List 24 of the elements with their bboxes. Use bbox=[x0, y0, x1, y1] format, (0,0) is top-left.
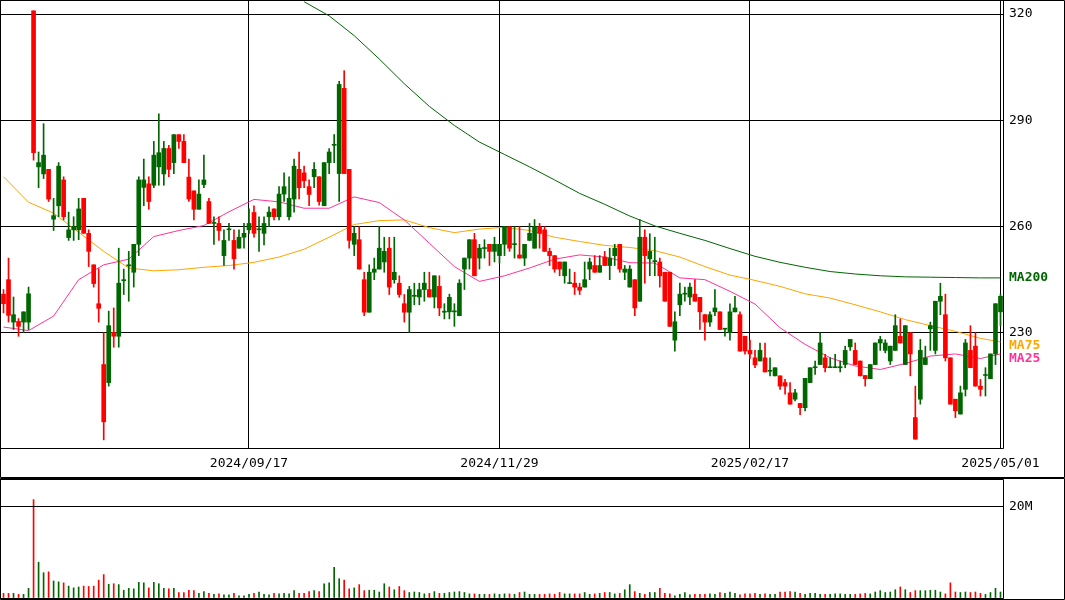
series-label: MA75 bbox=[1009, 337, 1041, 353]
y-tick-label: 260 bbox=[1009, 217, 1033, 233]
candlestick bbox=[96, 268, 102, 323]
candlestick bbox=[767, 357, 773, 377]
ref-line-label: 20M bbox=[1009, 497, 1033, 513]
candlestick bbox=[827, 357, 833, 369]
candlestick bbox=[652, 236, 658, 277]
x-tick-label: 2024/09/17 bbox=[209, 455, 289, 471]
x-tick-label: 2025/02/17 bbox=[710, 455, 790, 471]
y-tick-label: 320 bbox=[1009, 5, 1033, 21]
y-tick-label: 230 bbox=[1009, 323, 1033, 339]
candlestick bbox=[241, 223, 247, 249]
candlestick bbox=[256, 216, 262, 252]
candlestick bbox=[226, 223, 232, 241]
candlestick bbox=[111, 307, 117, 348]
x-tick-label: 2025/05/01 bbox=[961, 455, 1040, 471]
series-label: MA200 bbox=[1009, 269, 1049, 285]
y-tick-label: 290 bbox=[1009, 111, 1033, 127]
candlestick bbox=[211, 216, 217, 245]
series-label: MA25 bbox=[1009, 350, 1041, 366]
candlestick bbox=[647, 233, 653, 277]
candlestick bbox=[391, 236, 397, 284]
x-tick-label: 2024/11/29 bbox=[460, 455, 539, 471]
candlestick bbox=[607, 247, 613, 280]
